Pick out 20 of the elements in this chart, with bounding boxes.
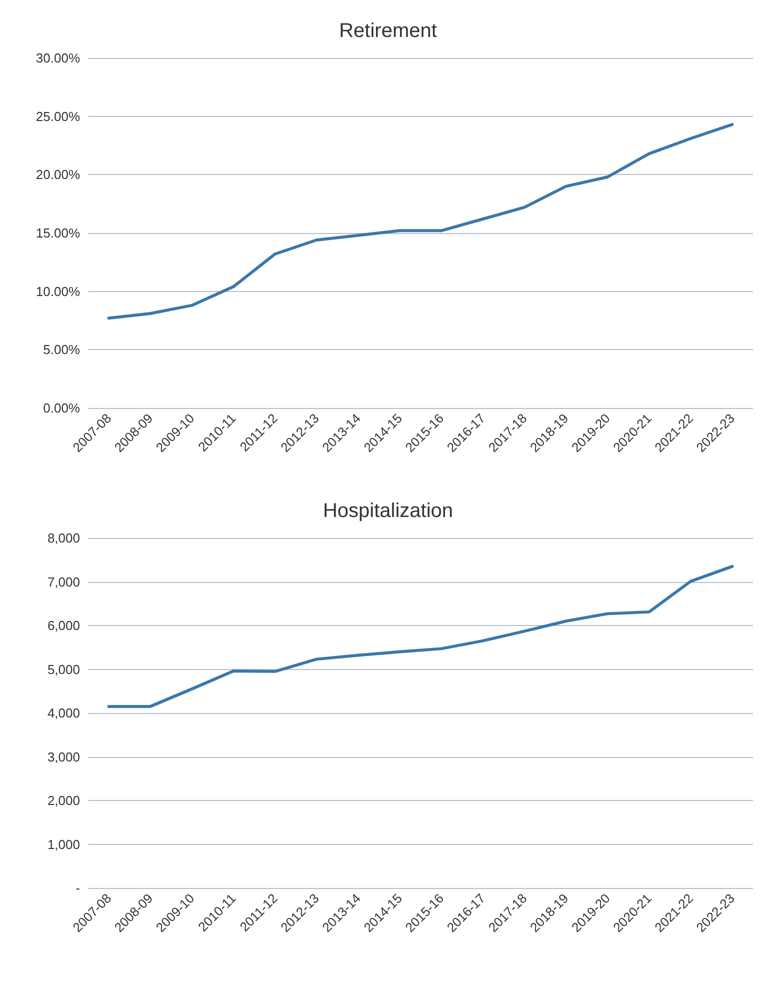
y-tick-label: 25.00% [36, 108, 80, 124]
y-tick-label: 1,000 [47, 836, 80, 852]
y-tick-label: 6,000 [47, 618, 80, 633]
y-tick-label: 3,000 [47, 749, 80, 764]
y-tick-label: 10.00% [36, 284, 80, 299]
y-tick-label: 0.00% [43, 400, 80, 416]
y-tick-label: 20.00% [36, 167, 80, 182]
y-tick-label: 4,000 [47, 706, 80, 720]
y-tick-label: 30.00% [36, 50, 80, 66]
chart-title: Retirement [339, 20, 438, 42]
y-tick-label: 8,000 [47, 530, 80, 546]
y-tick-label: - [76, 880, 80, 896]
y-tick-label: 7,000 [47, 574, 80, 590]
y-tick-label: 5,000 [47, 662, 80, 677]
y-tick-label: 15.00% [36, 226, 80, 240]
y-tick-label: 5.00% [43, 342, 80, 358]
line-series [107, 564, 734, 708]
line-series [107, 123, 734, 320]
chart-title: Hospitalization [322, 500, 454, 522]
y-tick-label: 2,000 [47, 793, 80, 808]
